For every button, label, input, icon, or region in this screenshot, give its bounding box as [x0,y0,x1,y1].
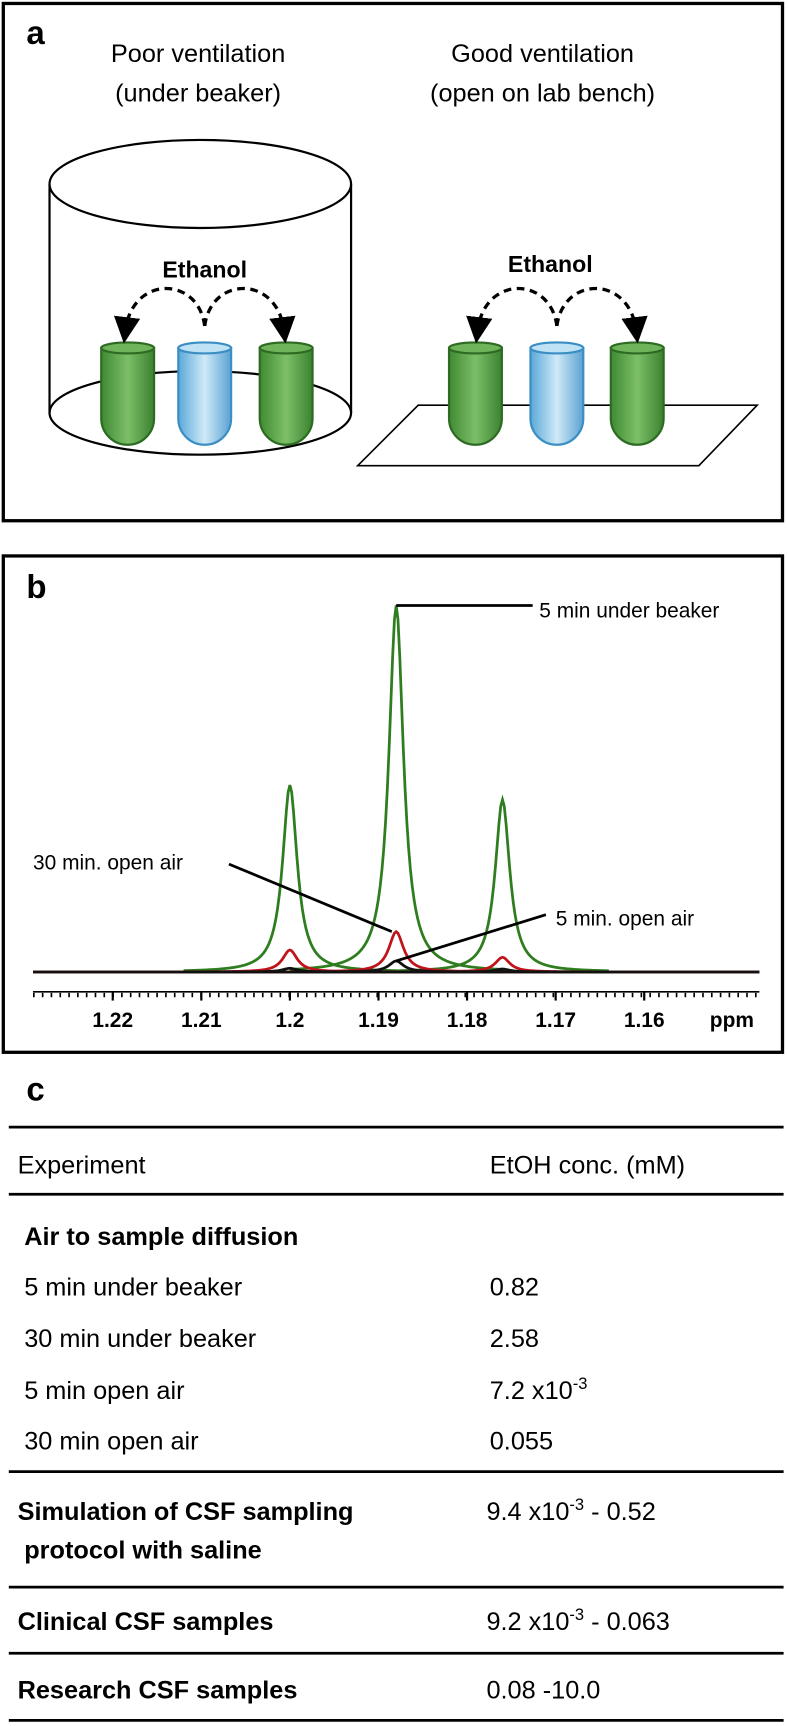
tubes [100,341,665,446]
panel-a-frame [1,1,785,523]
cell: 5 min open air [24,1377,184,1405]
cell-text: 9.4 x10 [486,1498,569,1526]
x-tick-label: 1.17 [535,1009,576,1032]
x-tick-label: 1.18 [447,1009,488,1032]
x-tick-label: 1.21 [181,1009,222,1032]
x-tick-label: 1.2 [275,1009,304,1032]
leader-line [395,913,547,963]
table: Experiment EtOH conc. (mM) Air to sample… [18,1151,685,1704]
x-tick-label: 1.19 [358,1009,399,1032]
cell: 30 min under beaker [24,1325,256,1353]
x-tick-label: 1.22 [92,1009,133,1032]
cell: 5 min under beaker [24,1274,242,1302]
title-line: (under beaker) [115,79,281,107]
panel-b-frame [1,554,785,1054]
cell: Research CSF samples [18,1676,298,1704]
series-label: 5 min under beaker [539,600,719,623]
title-line: (open on lab bench) [430,79,655,107]
exponent: -3 [569,1606,584,1624]
column-header: Experiment [18,1151,146,1179]
cell: 0.82 [490,1274,539,1302]
cell: 2.58 [490,1325,539,1353]
panel-label: c [26,1071,44,1108]
cell: 0.055 [490,1428,553,1456]
cell: 30 min open air [24,1428,198,1456]
panel-label: a [26,14,45,51]
arrow-label: Ethanol [162,257,247,283]
cell-text: - 0.52 [584,1498,656,1526]
cell: 0.08 -10.0 [486,1676,600,1704]
plot: 1.22 1.21 1.2 1.19 1.18 1.17 1.16 5 min under b… [33,600,760,1032]
x-axis-label: ppm [710,1009,754,1032]
panel-label: b [26,568,46,605]
peak [396,967,609,974]
exponent: -3 [573,1375,588,1393]
series-label: 30 min. open air [33,852,183,875]
cell-text: - 0.063 [584,1608,670,1636]
series-label: 5 min. open air [556,908,694,931]
title-line: Poor ventilation [111,40,285,68]
cell: protocol with saline [24,1537,262,1565]
cell: 9.2 x10-3 - 0.063 [486,1606,669,1636]
arrow-label: Ethanol [508,251,593,277]
leader-line [228,862,393,933]
peak [289,605,503,971]
arrows [113,286,648,344]
table-rules [8,1125,784,1722]
cell: 9.4 x10-3 - 0.52 [486,1496,655,1526]
cell-text: 7.2 x10 [490,1377,573,1405]
cell: Simulation of CSF sampling [18,1498,354,1526]
cell: Clinical CSF samples [18,1608,274,1636]
cell: 7.2 x10-3 [490,1375,588,1405]
peak [183,784,397,973]
column-header: EtOH conc. (mM) [490,1151,685,1179]
x-tick-label: 1.16 [624,1009,665,1032]
cell-text: 9.2 x10 [486,1608,569,1636]
title-line: Good ventilation [451,40,634,68]
group-title: Air to sample diffusion [24,1223,298,1251]
exponent: -3 [569,1496,584,1514]
